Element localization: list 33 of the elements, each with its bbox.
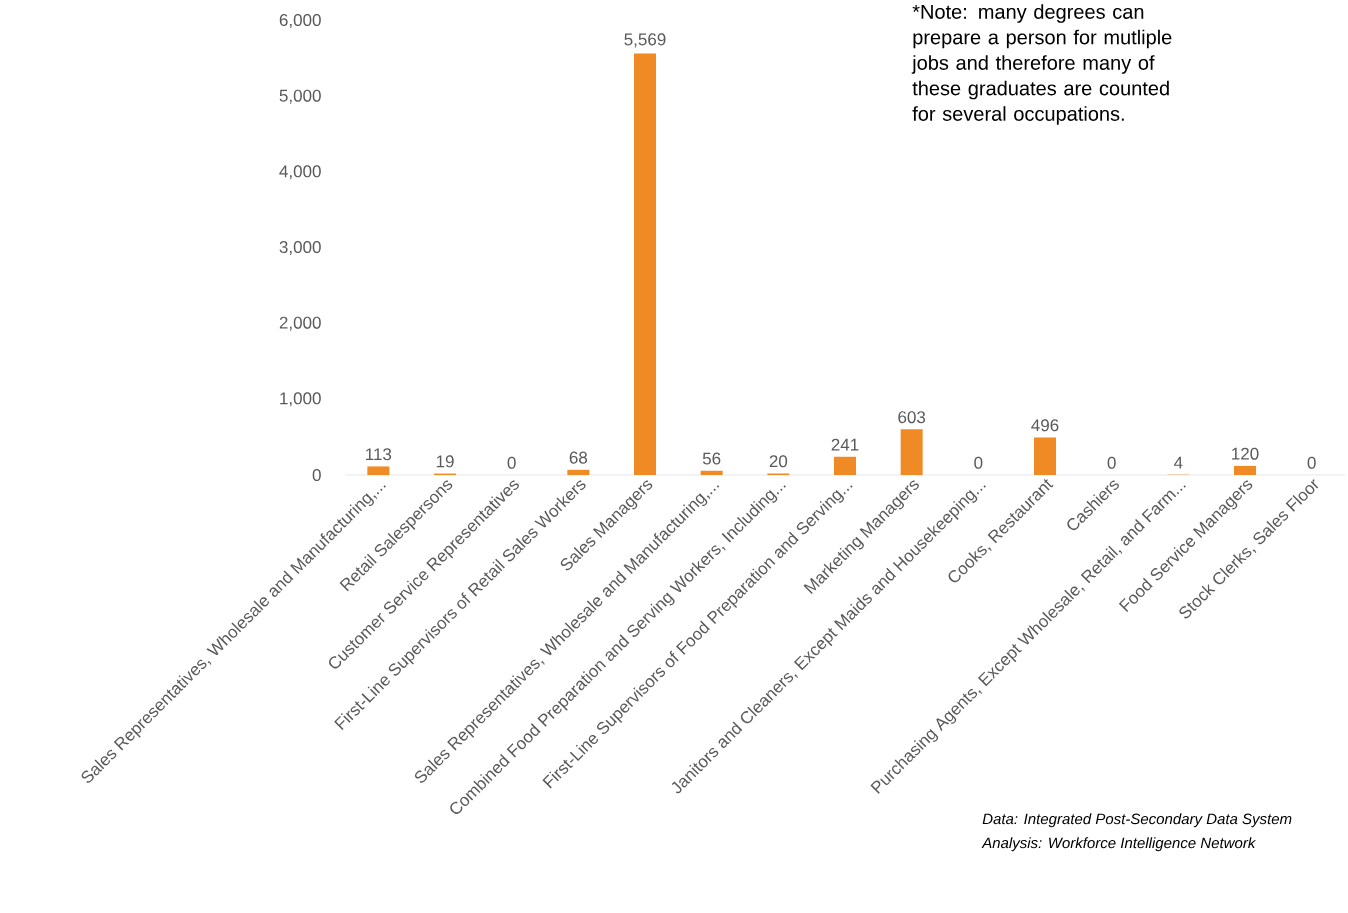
data-label: 56 [702, 452, 721, 465]
bar [900, 429, 923, 475]
y-tick-label: 3,000 [279, 240, 321, 256]
bar [567, 469, 590, 475]
data-label: 4 [1174, 456, 1183, 469]
data-label: 20 [769, 455, 788, 468]
data-label: 120 [1232, 447, 1259, 460]
y-tick-label: 0 [312, 468, 321, 482]
data-label: 113 [366, 448, 392, 461]
text: Data: Integrated Post-Secondary Data System [982, 813, 1292, 828]
bar [700, 470, 723, 475]
text: Analysis: Workforce Intelligence Network [981, 837, 1256, 852]
annotation: *Note: many degrees can prepare a person for mutliple jobs and therefore many of these graduates are counted for several occupations. [911, 4, 1172, 125]
y-tick-label: 5,000 [279, 89, 321, 104]
bar [834, 456, 856, 475]
bar [634, 53, 656, 475]
bar [1034, 437, 1056, 475]
y-tick-label: 1,000 [280, 392, 321, 407]
data-label: 603 [898, 411, 926, 424]
y-tick-label: 2,000 [279, 316, 321, 331]
data-label: 19 [436, 455, 454, 468]
data-label: 241 [831, 438, 859, 451]
data-label: 0 [507, 456, 516, 469]
data-label: 0 [1307, 456, 1316, 469]
bar [367, 466, 390, 475]
bar [1234, 465, 1256, 475]
y-tick-label: 6,000 [279, 13, 321, 29]
data-label: 0 [1107, 456, 1116, 469]
y-tick-label: 4,000 [279, 165, 321, 180]
data-label: 68 [569, 451, 588, 464]
data-label: 0 [974, 456, 983, 469]
data-label: 5,569 [624, 33, 666, 48]
data-label: 496 [1031, 419, 1059, 432]
